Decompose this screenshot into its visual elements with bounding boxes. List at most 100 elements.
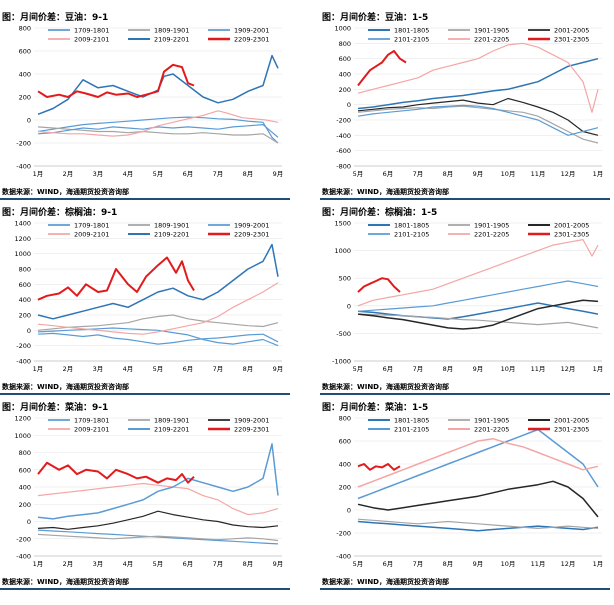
legend-label: 2201-2205 (474, 426, 509, 434)
y-tick-label: 400 (19, 71, 31, 79)
x-tick-label: 1月 (33, 365, 44, 373)
x-tick-label: 8月 (243, 560, 254, 568)
x-tick-label: 7月 (213, 365, 224, 373)
legend-label: 2301-2305 (554, 231, 589, 239)
series-line (357, 57, 599, 110)
y-tick-label: 200 (19, 94, 31, 102)
chart-source: 数据来源：WIND，海通期货投资咨询部 (322, 383, 449, 391)
x-tick-label: 6月 (183, 365, 194, 373)
legend-label: 2101-2105 (394, 426, 429, 434)
chart-source: 数据来源：WIND，海通期货投资咨询部 (322, 578, 449, 586)
chart-source: 数据来源：WIND，海通期货投资咨询部 (2, 578, 129, 586)
y-tick-label: -600 (336, 147, 351, 155)
section-divider (320, 588, 610, 590)
x-tick-label: 5月 (153, 170, 164, 178)
legend-label: 1901-1905 (474, 417, 509, 425)
legend-label: 2209-2301 (234, 426, 269, 434)
legend-label: 2201-2205 (474, 36, 509, 44)
x-tick-label: 6月 (383, 560, 394, 568)
y-tick-label: -1000 (332, 358, 351, 366)
legend-label: 1801-1805 (394, 417, 429, 425)
y-tick-label: 0 (27, 518, 31, 526)
x-tick-label: 8月 (443, 170, 454, 178)
y-tick-label: 0 (347, 302, 351, 310)
y-tick-label: -200 (16, 535, 31, 543)
section-divider (0, 588, 290, 590)
series-line (37, 243, 279, 320)
legend-label: 1901-1905 (474, 222, 509, 230)
chart-title: 图：月间价差：棕榈油：9-1 (2, 208, 118, 218)
y-tick-label: -200 (16, 342, 31, 350)
y-tick-label: 400 (339, 71, 351, 79)
y-tick-label: 600 (19, 466, 31, 474)
legend-label: 1901-1905 (474, 27, 509, 35)
series-line (37, 123, 279, 138)
series-line (37, 63, 195, 98)
series-line (357, 104, 599, 136)
y-tick-label: 1000 (334, 247, 351, 255)
series-line (37, 116, 279, 144)
y-tick-label: -400 (16, 553, 31, 561)
legend-label: 1709-1801 (74, 27, 109, 35)
x-tick-label: 10月 (501, 170, 516, 178)
series-line (357, 50, 407, 87)
x-tick-label: 3月 (93, 560, 104, 568)
legend-label: 2301-2305 (554, 426, 589, 434)
y-tick-label: 800 (19, 449, 31, 457)
y-tick-label: 600 (19, 281, 31, 289)
chart-panel-palm-1-5: 图：月间价差：棕榈油：1-5 -1000 -500 0 500 1000 1500 5月 6月… (320, 205, 610, 395)
legend-label: 2001-2005 (554, 222, 589, 230)
y-tick-label: -800 (336, 163, 351, 171)
series-line (357, 105, 599, 144)
y-tick-label: 400 (19, 296, 31, 304)
x-tick-label: 8月 (243, 170, 254, 178)
legend-label: 2101-2105 (394, 231, 429, 239)
chart-palm-9-1: -400 -200 0 200 400 600 800 1000 1200 1400 1月 2月 3月 4… (14, 220, 283, 374)
y-tick-label: 800 (19, 25, 31, 33)
legend-label: 2101-2105 (394, 36, 429, 44)
y-tick-label: 200 (19, 501, 31, 509)
x-tick-label: 7月 (213, 560, 224, 568)
y-tick-label: 1000 (14, 432, 31, 440)
series-line (357, 299, 599, 330)
legend-label: 1809-1901 (154, 27, 189, 35)
x-tick-label: 5月 (153, 560, 164, 568)
chart-title: 图：月间价差：棕榈油：1-5 (322, 208, 438, 218)
series-line (357, 302, 599, 320)
y-tick-label: 500 (339, 275, 351, 283)
chart-panel-soy-9-1: 图：月间价差：豆油：9-1 -400 -200 0 200 400 600 800 1月 2月 3… (0, 10, 290, 200)
x-tick-label: 4月 (123, 170, 134, 178)
series-line (357, 42, 599, 113)
x-tick-label: 1月 (33, 170, 44, 178)
section-divider (0, 198, 290, 200)
x-tick-label: 1月 (33, 560, 44, 568)
series-line (37, 510, 279, 530)
x-tick-label: 7月 (413, 560, 424, 568)
legend-label: 2001-2005 (554, 417, 589, 425)
x-tick-label: 7月 (213, 170, 224, 178)
y-tick-label: 400 (339, 461, 351, 469)
x-tick-label: 12月 (561, 560, 576, 568)
x-tick-label: 6月 (383, 365, 394, 373)
x-tick-label: 2月 (63, 365, 74, 373)
x-tick-label: 3月 (93, 170, 104, 178)
x-tick-label: 12月 (561, 365, 576, 373)
legend-label: 2009-2101 (74, 36, 109, 44)
x-tick-label: 5月 (353, 365, 364, 373)
series-line (37, 482, 279, 516)
chart-title: 图：月间价差：豆油：9-1 (2, 13, 109, 23)
legend-label: 1709-1801 (74, 222, 109, 230)
section-divider (320, 198, 610, 200)
y-tick-label: 1000 (334, 25, 351, 33)
legend-label: 2109-2201 (154, 426, 189, 434)
x-tick-label: 11月 (531, 560, 546, 568)
x-tick-label: 10月 (501, 560, 516, 568)
section-divider (320, 393, 610, 395)
y-tick-label: -400 (16, 358, 31, 366)
x-tick-label: 9月 (473, 170, 484, 178)
legend-label: 1809-1901 (154, 417, 189, 425)
y-tick-label: 0 (347, 101, 351, 109)
series-line (37, 443, 279, 520)
legend-label: 2109-2201 (154, 36, 189, 44)
series-line (357, 313, 599, 329)
